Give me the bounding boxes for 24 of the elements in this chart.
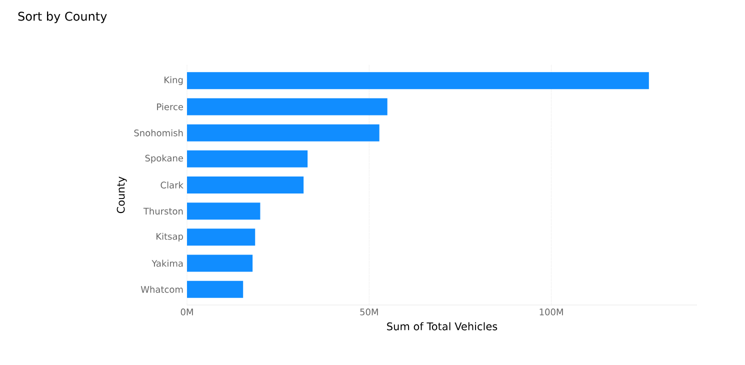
x-tick-label: 0M — [180, 308, 193, 316]
y-tick-label: Yakima — [152, 260, 183, 267]
bar — [187, 150, 308, 168]
y-tick-label: King — [164, 76, 183, 86]
y-tick-label: Whatcom — [140, 286, 183, 293]
y-tick-label: Snohomish — [134, 129, 183, 136]
bar — [187, 72, 649, 90]
bar — [187, 280, 244, 298]
x-tick-label: 50M — [360, 308, 378, 316]
text: Sort by County — [18, 12, 107, 24]
x-axis-title: Sum of Total Vehicles — [387, 322, 498, 330]
x-tick-label: 100M — [540, 308, 563, 316]
bar — [187, 254, 253, 272]
y-axis-title: County — [116, 176, 127, 214]
y-tick-label: Clark — [160, 182, 184, 188]
bar — [187, 124, 380, 142]
y-tick-label: Spokane — [145, 154, 184, 164]
y-tick-label: Kitsap — [156, 232, 183, 242]
y-tick-label: Pierce — [157, 103, 184, 110]
bar — [187, 228, 256, 246]
bar — [187, 176, 304, 194]
y-tick-label: Thurston — [143, 208, 183, 215]
bar — [187, 98, 388, 116]
bar — [187, 202, 260, 220]
